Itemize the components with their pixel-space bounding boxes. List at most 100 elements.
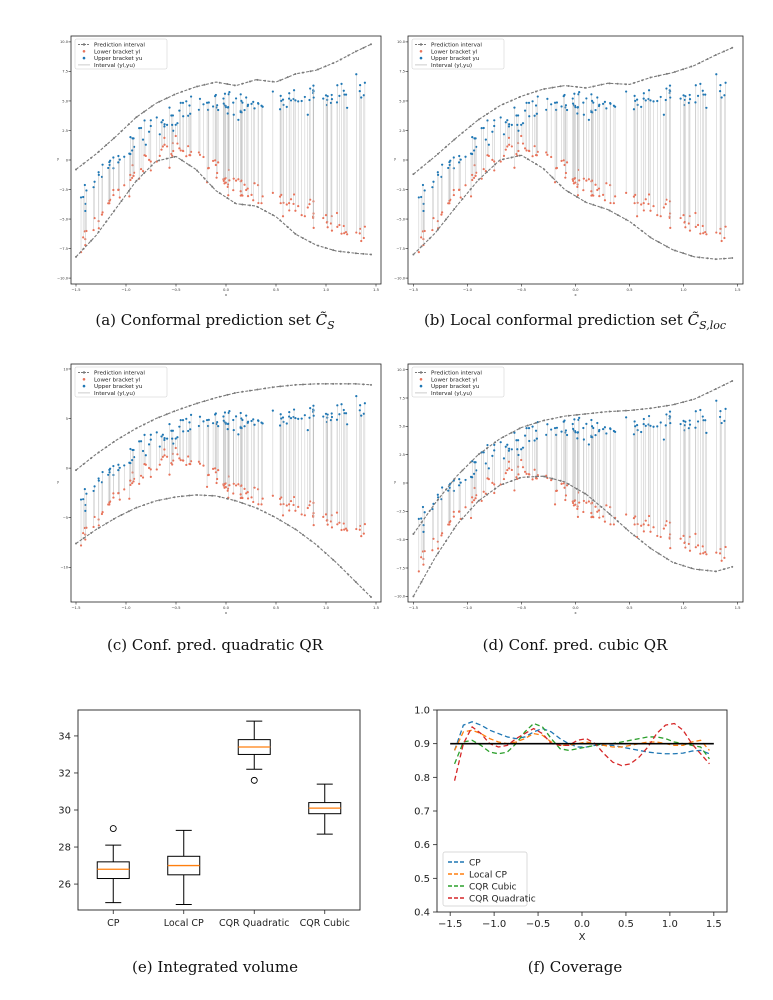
lower-point [93, 217, 96, 220]
lower-point [288, 509, 291, 512]
band-marker [567, 85, 570, 88]
upper-point [632, 433, 636, 436]
band-marker [248, 389, 251, 392]
band-marker [600, 206, 603, 209]
upper-point [322, 97, 325, 100]
caption-b-symbol: C̃ [687, 311, 700, 329]
lower-point [605, 504, 608, 507]
band-marker [196, 169, 199, 172]
chart-b-xlabel: x [574, 292, 577, 297]
lower-point [625, 513, 628, 516]
upper-point [288, 97, 291, 100]
upper-point [504, 121, 507, 124]
lower-point [360, 535, 363, 538]
upper-point [306, 429, 309, 432]
band-marker [445, 145, 448, 148]
upper-point [342, 408, 345, 412]
upper-point [491, 454, 494, 457]
band-marker [120, 436, 123, 439]
upper-point [336, 404, 339, 407]
lower-point [222, 179, 225, 182]
chart-a-ylabel: y [57, 156, 60, 161]
lower-point [224, 181, 227, 184]
upper-point [282, 103, 285, 107]
lower-point [176, 453, 179, 456]
upper-point [131, 149, 134, 152]
chart-d-ytick-label: 2.5 [399, 453, 405, 457]
chart-d-xtick-label: −1.0 [463, 605, 473, 610]
upper-point [240, 417, 243, 420]
band-marker [317, 545, 320, 548]
upper-point [174, 437, 177, 440]
chart-a-xtick-label: −0.5 [171, 287, 181, 292]
upper-point [297, 417, 300, 420]
upper-point [603, 426, 607, 429]
chart-d-legend-label: Interval (yl,yu) [431, 391, 472, 397]
upper-point [640, 105, 643, 108]
upper-point [101, 163, 104, 166]
upper-point [163, 125, 166, 128]
upper-point [300, 417, 303, 420]
lower-point [598, 516, 601, 519]
lower-point [128, 195, 131, 198]
chart-a-xtick-label: 0.5 [273, 287, 280, 292]
band-marker [592, 499, 595, 502]
chart-b-ytick-label: 2.5 [399, 129, 405, 133]
band-marker [575, 487, 578, 490]
lower-point [592, 194, 595, 197]
band-marker [469, 508, 472, 511]
chart-a-xtick-label: −1.0 [121, 287, 131, 292]
chart-d-xtick-label: −0.5 [517, 605, 527, 610]
lower-point [174, 446, 177, 450]
upper-point [694, 101, 697, 104]
lower-point [358, 528, 361, 531]
caption-e: (e) Integrated volume [132, 958, 298, 976]
chart-d-xtick-label: 0.5 [627, 605, 634, 610]
upper-point [720, 96, 723, 99]
upper-point [486, 443, 489, 447]
band-marker [286, 76, 289, 79]
band-marker [633, 81, 636, 84]
upper-point [683, 424, 686, 427]
upper-point [458, 154, 461, 158]
lower-point [564, 498, 567, 502]
upper-point [239, 411, 242, 415]
band-marker [600, 83, 603, 86]
upper-point [278, 424, 282, 427]
band-marker [180, 407, 183, 410]
lower-point [506, 145, 509, 148]
band-marker [485, 447, 488, 450]
lower-point [241, 194, 244, 197]
lower-point [452, 188, 455, 192]
lower-point [523, 147, 527, 150]
lower-point [679, 537, 682, 540]
band-marker [682, 564, 685, 567]
lower-point [473, 486, 476, 490]
lower-point [493, 491, 496, 495]
upper-point [546, 423, 549, 426]
band-marker [575, 195, 578, 198]
lower-point [609, 184, 612, 187]
band-marker [649, 76, 652, 79]
upper-point [684, 420, 687, 423]
lower-point [679, 216, 682, 220]
upper-point [649, 424, 652, 427]
upper-point [571, 422, 574, 426]
band-marker [543, 87, 546, 90]
lower-point [165, 455, 169, 458]
band-marker [82, 162, 85, 165]
upper-point [181, 101, 185, 104]
band-marker [264, 79, 267, 82]
lower-point [253, 182, 256, 185]
chart-b-points [417, 73, 727, 254]
upper-point [644, 99, 647, 102]
upper-point [472, 472, 476, 475]
band-marker [97, 230, 100, 233]
lower-point [256, 488, 260, 491]
upper-point [330, 98, 334, 101]
upper-point [222, 102, 225, 105]
upper-point [471, 136, 474, 139]
upper-point [171, 114, 174, 117]
lower-point [170, 152, 173, 156]
lower-point [257, 201, 260, 205]
